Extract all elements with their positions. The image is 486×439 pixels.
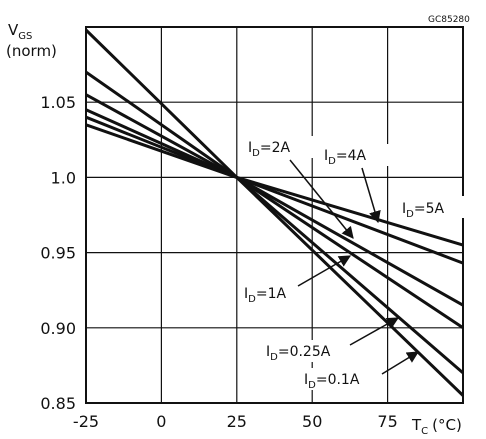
grid	[86, 27, 463, 403]
svg-text:ID=0.1A: ID=0.1A	[304, 372, 360, 391]
annotation-id-2a: ID=2A	[244, 136, 354, 239]
y-tick-label: 0.90	[40, 319, 76, 338]
svg-text:ID=5A: ID=5A	[402, 201, 444, 220]
x-tick-label: 0	[156, 412, 166, 431]
series-line-5	[85, 123, 464, 247]
annotation-id-0-1a: ID=0.1A	[300, 351, 420, 391]
tick-labels: -25 0 25 50 75 0.85 0.90 0.95 1.0 1.05	[40, 93, 397, 431]
y-tick-label: 0.85	[40, 394, 76, 413]
svg-text:ID=1A: ID=1A	[244, 286, 286, 305]
annotation-id-5a: ID=5A	[398, 196, 464, 220]
y-tick-label: 0.95	[40, 244, 76, 263]
y-axis-label: VGS	[8, 21, 32, 42]
x-tick-label: 75	[377, 412, 397, 431]
x-tick-label: -25	[73, 412, 99, 431]
figure-code: GC85280	[428, 15, 470, 25]
svg-text:ID=2A: ID=2A	[248, 140, 290, 159]
x-tick-label: 25	[227, 412, 247, 431]
annotation-id-0-25a: ID=0.25A	[262, 317, 400, 363]
y-tick-label: 1.0	[51, 168, 76, 187]
annotation-id-4a: ID=4A	[320, 144, 390, 224]
annotation-id-1a: ID=1A	[240, 255, 352, 305]
x-tick-label: 50	[302, 412, 322, 431]
x-axis-label: TC (°C)	[411, 416, 462, 437]
svg-text:ID=4A: ID=4A	[324, 148, 366, 167]
svg-text:ID=0.25A: ID=0.25A	[266, 344, 331, 363]
y-axis-label-unit: (norm)	[6, 42, 57, 60]
y-tick-label: 1.05	[40, 93, 76, 112]
